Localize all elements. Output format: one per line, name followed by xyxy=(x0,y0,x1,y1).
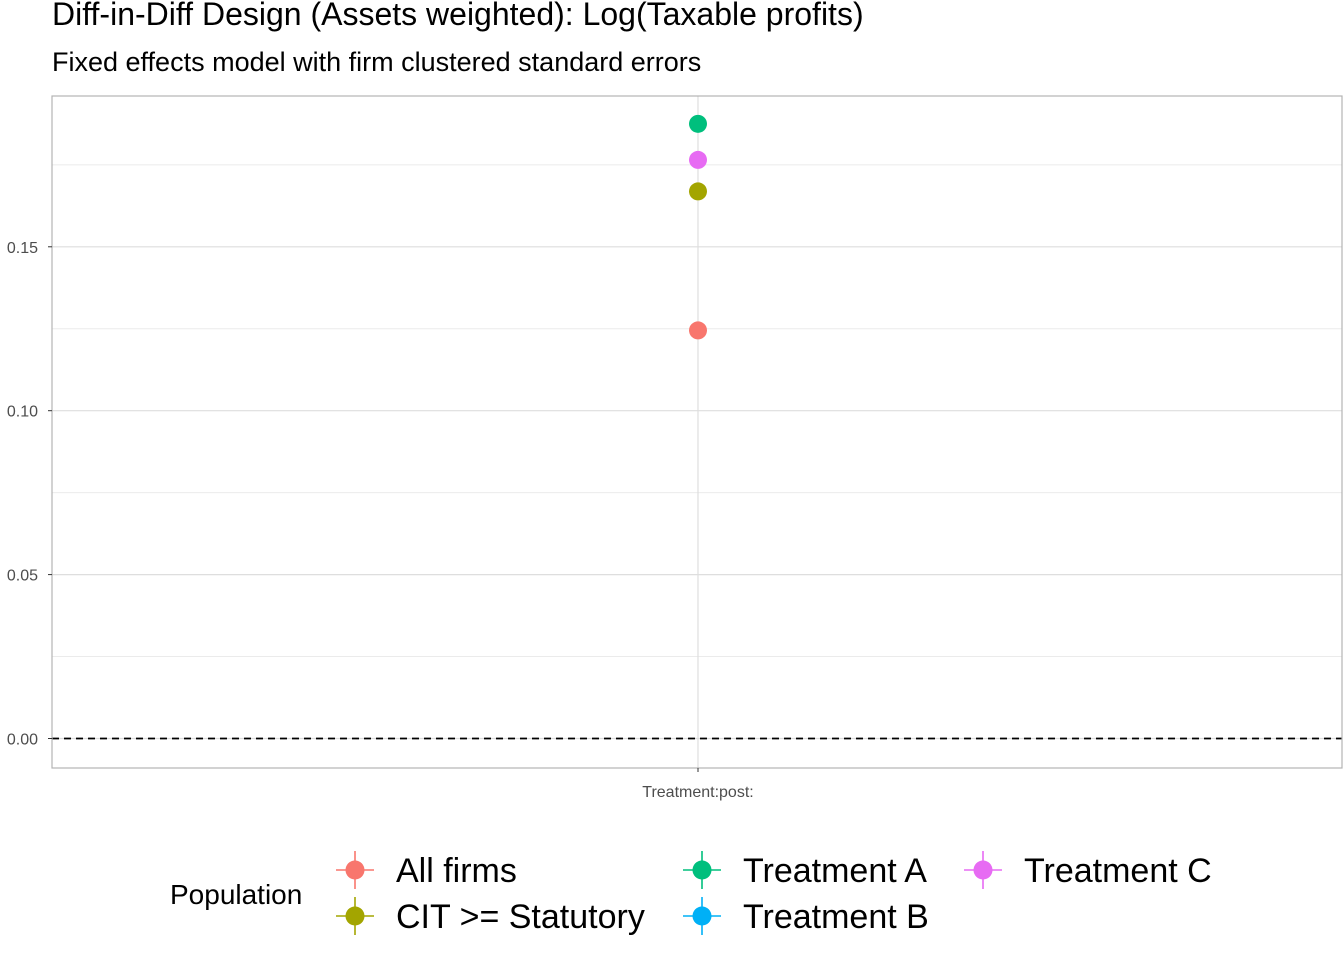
data-points xyxy=(689,114,707,340)
legend-key-point xyxy=(345,860,365,880)
legend-item-treatment-a: Treatment A xyxy=(683,851,927,890)
legend-label: CIT >= Statutory xyxy=(396,898,645,936)
y-tick-label: 0.10 xyxy=(7,404,38,421)
point-treatment-a xyxy=(689,114,707,133)
legend-item-all-firms: All firms xyxy=(336,851,517,890)
legend-item-treatment-c: Treatment C xyxy=(964,851,1212,890)
point-treatment-c xyxy=(689,150,707,169)
y-tick-label: 0.00 xyxy=(7,731,38,748)
legend-key-point xyxy=(692,860,712,880)
y-tick-label: 0.05 xyxy=(7,568,38,585)
point-cit-statutory xyxy=(689,182,707,201)
chart-subtitle: Fixed effects model with firm clustered … xyxy=(52,47,702,77)
legend-label: Treatment A xyxy=(743,852,927,890)
legend-key-point xyxy=(973,860,993,880)
legend-item-cit-statutory: CIT >= Statutory xyxy=(336,897,645,936)
point-all-firms xyxy=(689,321,707,340)
x-tick-label: Treatment:post: xyxy=(642,784,753,801)
legend-label: All firms xyxy=(396,852,517,890)
y-tick-label: 0.15 xyxy=(7,240,38,257)
legend-key-point xyxy=(692,906,712,926)
chart-title: Diff-in-Diff Design (Assets weighted): L… xyxy=(52,0,864,32)
legend: Population All firms CIT >= Statutory Treat… xyxy=(170,851,1212,936)
legend-key-point xyxy=(345,906,365,926)
panel-border xyxy=(51,95,1343,769)
legend-label: Treatment B xyxy=(743,898,929,936)
legend-title: Population xyxy=(170,879,302,910)
legend-item-treatment-b: Treatment B xyxy=(683,897,929,936)
legend-label: Treatment C xyxy=(1024,852,1212,890)
axis-labels: 0.00 0.05 0.10 0.15 Treatment:post: xyxy=(7,240,754,801)
